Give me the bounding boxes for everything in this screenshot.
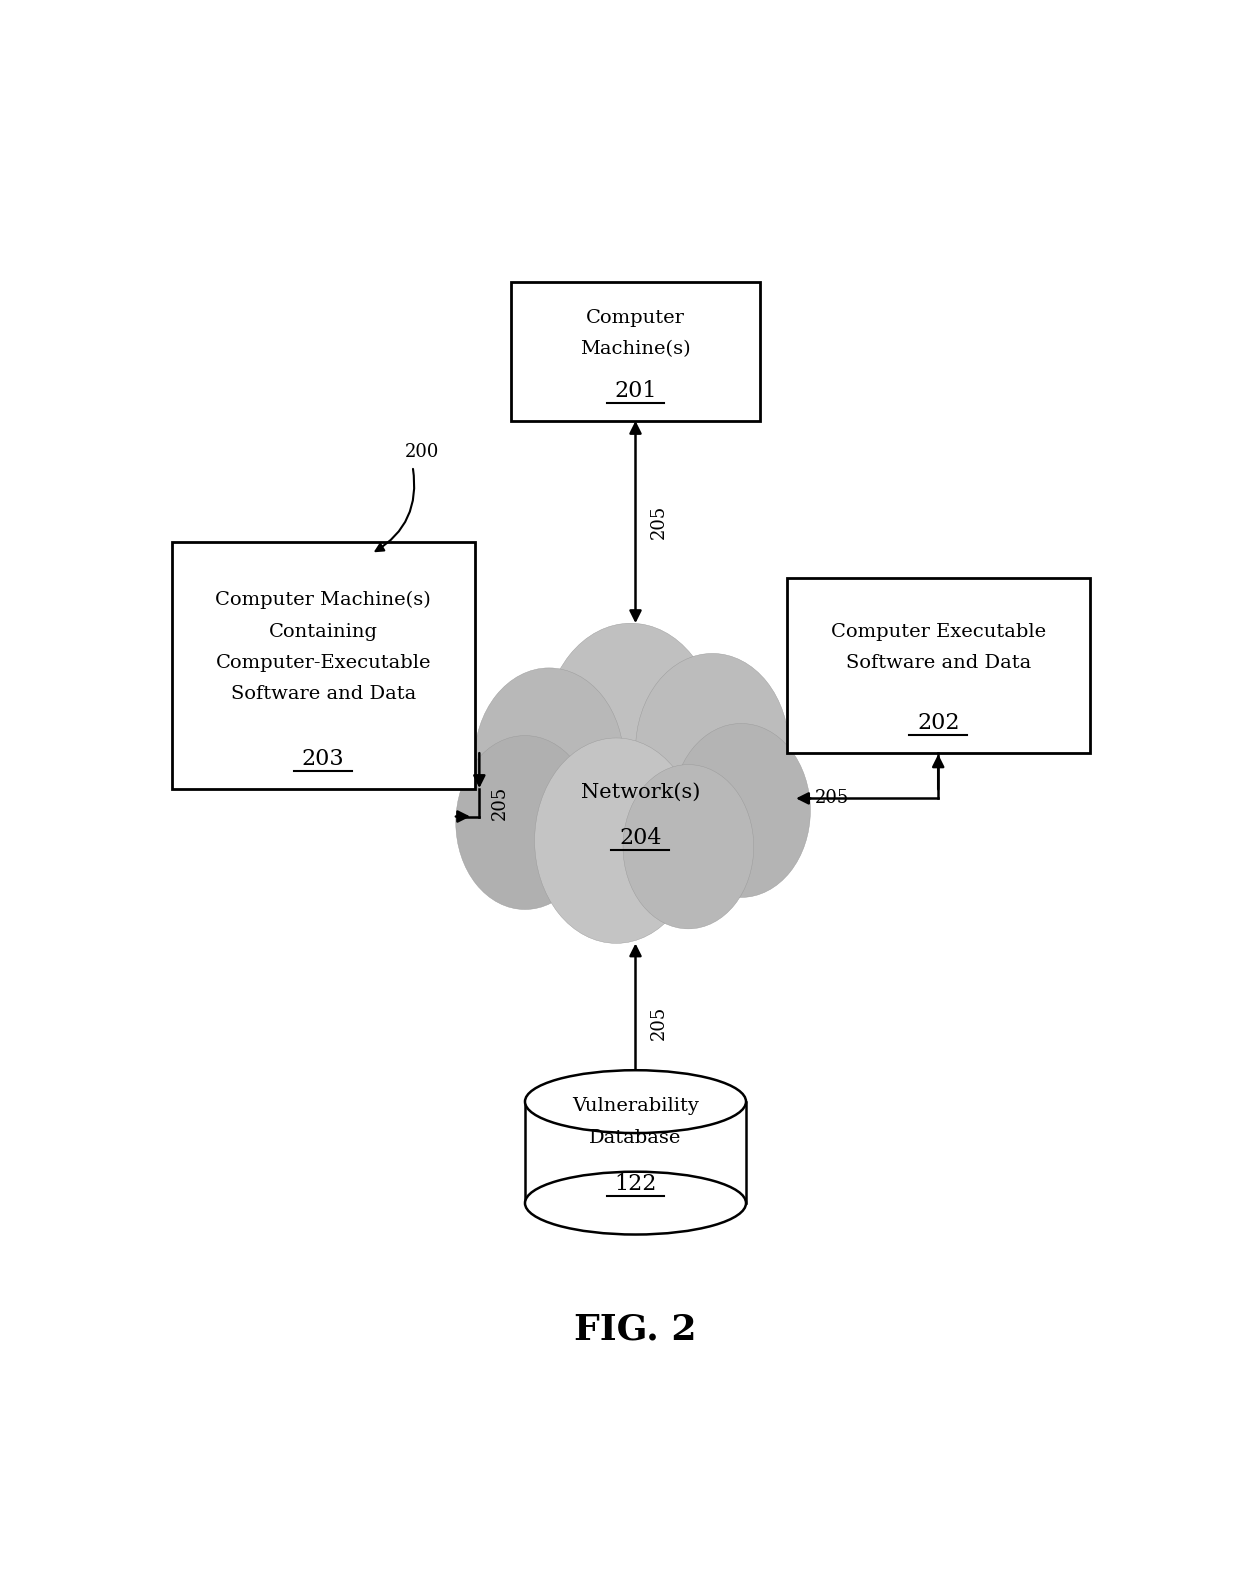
Bar bbox=[787, 577, 1090, 753]
Text: 205: 205 bbox=[815, 789, 849, 808]
Text: Computer: Computer bbox=[587, 309, 684, 326]
Text: Software and Data: Software and Data bbox=[846, 654, 1030, 672]
Text: 200: 200 bbox=[404, 442, 439, 461]
Circle shape bbox=[456, 736, 594, 910]
Text: 205: 205 bbox=[491, 786, 508, 821]
Circle shape bbox=[534, 737, 698, 943]
Text: 205: 205 bbox=[650, 505, 668, 540]
Circle shape bbox=[672, 723, 811, 897]
Bar bbox=[172, 541, 475, 789]
Circle shape bbox=[622, 764, 754, 929]
Text: 205: 205 bbox=[650, 1006, 668, 1040]
Text: FIG. 2: FIG. 2 bbox=[574, 1313, 697, 1346]
Text: Computer Executable: Computer Executable bbox=[831, 623, 1045, 640]
Text: 204: 204 bbox=[619, 827, 662, 849]
Text: 202: 202 bbox=[916, 712, 960, 734]
Text: Computer-Executable: Computer-Executable bbox=[216, 654, 432, 672]
Ellipse shape bbox=[525, 1172, 746, 1235]
Circle shape bbox=[544, 623, 717, 841]
Text: 122: 122 bbox=[614, 1172, 657, 1194]
Text: Network(s): Network(s) bbox=[580, 783, 701, 802]
Text: Containing: Containing bbox=[269, 623, 378, 640]
Circle shape bbox=[635, 653, 789, 847]
Text: Software and Data: Software and Data bbox=[231, 686, 415, 703]
Circle shape bbox=[474, 668, 624, 857]
Text: Machine(s): Machine(s) bbox=[580, 340, 691, 358]
Text: Computer Machine(s): Computer Machine(s) bbox=[216, 592, 432, 609]
Text: 203: 203 bbox=[301, 748, 345, 770]
Bar bbox=[511, 282, 760, 420]
Bar bbox=[525, 1101, 746, 1203]
Text: Database: Database bbox=[589, 1128, 682, 1147]
Text: Vulnerability: Vulnerability bbox=[572, 1097, 699, 1116]
Text: 201: 201 bbox=[614, 380, 657, 402]
Ellipse shape bbox=[525, 1070, 746, 1133]
